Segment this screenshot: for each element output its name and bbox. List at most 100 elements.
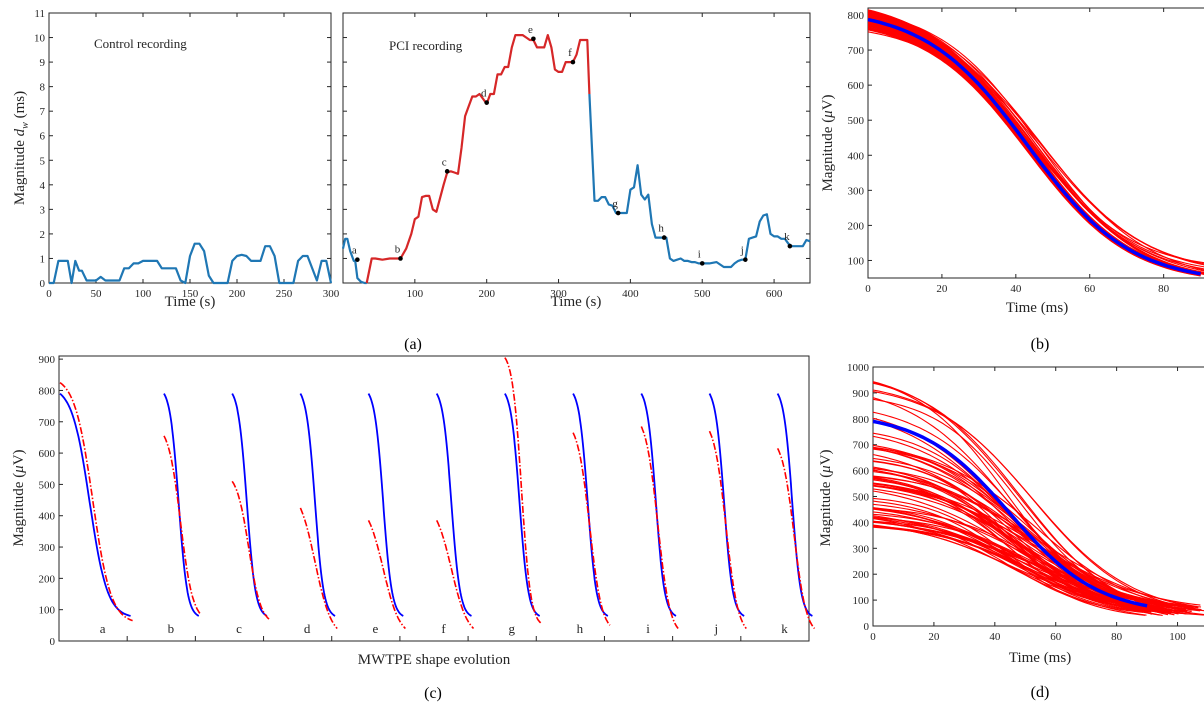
shape-line [163,435,202,615]
axes-ticks: 0 100 200 300 400 500 600 700 800 900 [39,354,742,648]
shape-line [231,480,270,620]
category-label: j [713,621,718,636]
y-tick-label: 0 [40,278,46,290]
marker-point [570,59,576,65]
y-tick-label: 300 [39,542,56,554]
y-tick-label: 300 [853,543,870,555]
series-layer [872,381,1204,616]
beat-line [872,507,1150,610]
x-tick-label: 20 [928,631,940,643]
series-line [588,93,811,269]
x-tick-label: 100 [407,288,424,300]
panel-label-b: (b) [1031,336,1050,353]
category-label: h [577,621,584,636]
y-tick-label: 600 [848,80,865,92]
marker-point [699,261,705,266]
series-layer [49,242,333,285]
point-label: g [612,198,618,210]
plot-area [58,355,810,642]
y-tick-label: 400 [39,511,56,523]
panel-label-d: (d) [1031,684,1050,701]
category-label: c [236,621,242,636]
category-label: d [304,621,311,636]
y-tick-label: 400 [853,517,870,529]
axes-ticks: 100 200 300 400 500 600 [343,12,810,300]
y-tick-label: 800 [853,414,870,426]
shape-line [708,430,747,629]
y-tick-label: 700 [853,440,870,452]
y-tick-label: 100 [853,595,870,607]
plot-area [48,12,332,284]
y-tick-label: 4 [40,180,46,192]
category-label: a [100,621,106,636]
x-axis-label: Time (ms) [1006,300,1068,316]
y-tick-label: 10 [34,33,46,45]
y-tick-label: 900 [853,388,870,400]
x-tick-label: 80 [1111,631,1123,643]
y-tick-label: 800 [39,385,56,397]
y-tick-label: 700 [39,417,56,429]
marker-point [661,235,667,240]
axes-ticks: 0 50 100 150 200 250 300 0 1 2 3 4 5 6 7 8 9 10 11 [34,8,340,300]
series-layer: a b c d e f g h i j k [59,357,816,636]
axes-ticks: 0 20 40 60 80 100 200 300 400 500 600 700 800 [848,8,1170,295]
y-tick-label: 2 [40,229,46,241]
series-line [341,237,367,285]
x-tick-label: 40 [1010,283,1022,295]
y-tick-label: 800 [848,10,865,22]
x-tick-label: 50 [91,288,103,300]
y-tick-label: 300 [848,185,865,197]
y-tick-label: 200 [848,220,865,232]
plot-area [872,366,1204,627]
beat-line [872,390,1195,610]
marker-point [615,210,621,216]
beat-line [872,507,1163,613]
x-tick-label: 100 [1169,631,1186,643]
point-label: i [698,248,701,260]
shape-line [299,507,338,630]
chart-title: PCI recording [389,38,463,53]
panel-d: 0 20 40 60 80 1000100200300400500600700800900… [818,362,1204,666]
y-tick-label: 700 [848,45,865,57]
beat-line [872,521,1199,609]
shape-line [640,426,679,629]
y-tick-label: 8 [40,82,46,94]
x-tick-label: 80 [1158,283,1170,295]
y-tick-label: 600 [853,466,870,478]
y-tick-label: 400 [848,150,865,162]
panel-c: 0 100 200 300 400 500 600 700 800 900 a b c d e f g h i j k… [11,354,816,668]
y-tick-label: 3 [40,204,46,216]
y-tick-label: 0 [50,636,56,648]
point-label: e [528,24,533,36]
point-label: f [568,47,572,59]
beat-line [872,482,1202,611]
y-tick-label: 500 [853,492,870,504]
y-tick-label: 7 [40,106,46,118]
point-label: d [481,88,487,100]
x-tick-label: 60 [1084,283,1096,295]
marker-point [444,169,450,174]
panel-label-a: (a) [404,336,422,353]
plot-area [867,7,1204,279]
beat-line [872,479,1142,612]
panel-b: 0 20 40 60 80 100 200 300 400 500 600 700 800 Time (… [820,7,1204,316]
y-axis-label: Magnitude (μV) [818,449,834,546]
x-tick-label: 100 [135,288,152,300]
y-tick-label: 500 [39,479,56,491]
panel-a-control: 0 50 100 150 200 250 300 0 1 2 3 4 5 6 7 8 9 10 11 Control… [12,8,340,310]
axes-ticks: 0 20 40 60 80 1000100200300400500600700800900… [847,362,1186,643]
point-label: b [395,243,401,255]
y-tick-label: 1 [40,253,46,265]
category-label: k [781,621,788,636]
category-label: b [168,621,175,636]
y-tick-label: 600 [39,448,56,460]
x-tick-label: 0 [865,283,871,295]
template-line [872,419,1148,608]
template-line [299,393,336,617]
template-line [867,17,1201,276]
x-tick-label: 60 [1050,631,1062,643]
category-label: g [508,621,515,636]
x-tick-label: 200 [478,288,495,300]
panel-a-pci: 100 200 300 400 500 600 a b c d e f g h i j k PCI recor… [341,12,811,310]
